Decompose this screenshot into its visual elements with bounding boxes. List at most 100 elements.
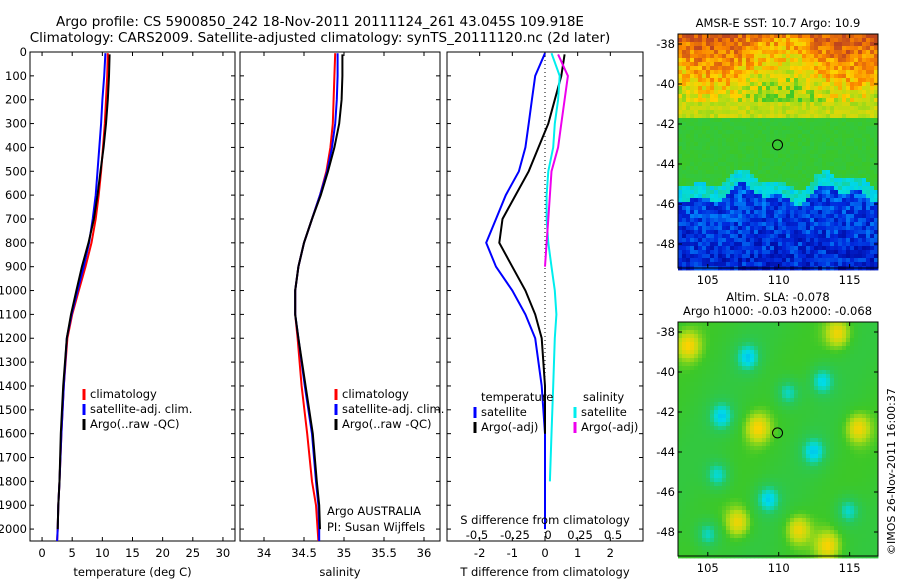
map-cell (790, 350, 795, 355)
map-cell (770, 374, 775, 379)
map-cell (686, 410, 691, 415)
map-cell (818, 182, 823, 187)
map-cell (818, 238, 823, 243)
map-cell (678, 386, 683, 391)
map-cell (702, 394, 707, 399)
map-cell (822, 254, 827, 259)
map-cell (710, 138, 715, 143)
map-cell (834, 210, 839, 215)
map-cell (726, 158, 731, 163)
map-cell (862, 454, 867, 459)
map-cell (730, 386, 735, 391)
map-cell (814, 154, 819, 159)
map-cell (710, 342, 715, 347)
map-cell (818, 406, 823, 411)
map-cell (710, 242, 715, 247)
map-cell (702, 94, 707, 99)
map-cell (774, 94, 779, 99)
map-cell (766, 190, 771, 195)
map-cell (722, 382, 727, 387)
map-cell (842, 334, 847, 339)
map-cell (846, 174, 851, 179)
map-cell (858, 78, 863, 83)
map-cell (850, 66, 855, 71)
map-cell (834, 78, 839, 83)
map-cell (738, 226, 743, 231)
map-cell (798, 66, 803, 71)
map-cell (854, 422, 859, 427)
map-cell (698, 134, 703, 139)
map-cell (874, 418, 879, 423)
map-cell (734, 158, 739, 163)
map-cell (810, 178, 815, 183)
map-cell (802, 346, 807, 351)
map-cell (730, 138, 735, 143)
map-cell (790, 86, 795, 91)
map-cell (786, 382, 791, 387)
map-cell (822, 146, 827, 151)
map-cell (698, 110, 703, 115)
map-cell (762, 58, 767, 63)
map-cell (862, 246, 867, 251)
map-cell (714, 198, 719, 203)
map-cell (866, 418, 871, 423)
map-cell (814, 206, 819, 211)
map-cell (790, 398, 795, 403)
map-cell (730, 370, 735, 375)
map-cell (698, 166, 703, 171)
map-cell (734, 210, 739, 215)
map-cell (734, 338, 739, 343)
map-cell (834, 350, 839, 355)
map-cell (682, 238, 687, 243)
map-cell (818, 398, 823, 403)
map-cell (782, 166, 787, 171)
map-cell (814, 94, 819, 99)
map-cell (770, 378, 775, 383)
map-cell (702, 114, 707, 119)
map-cell (814, 34, 819, 39)
map-cell (718, 34, 723, 39)
map-cell (870, 170, 875, 175)
map-cell (850, 422, 855, 427)
map-cell (838, 50, 843, 55)
map-cell (746, 70, 751, 75)
map-cell (798, 422, 803, 427)
map-cell (702, 214, 707, 219)
map-cell (862, 134, 867, 139)
map-cell (850, 38, 855, 43)
map-cell (734, 50, 739, 55)
map-cell (782, 346, 787, 351)
map-cell (714, 338, 719, 343)
map-cell (682, 378, 687, 383)
map-cell (762, 430, 767, 435)
map-cell (734, 414, 739, 419)
map-cell (706, 394, 711, 399)
map-cell (746, 174, 751, 179)
map-cell (778, 442, 783, 447)
map-cell (762, 146, 767, 151)
map-cell (734, 222, 739, 227)
map-cell (850, 234, 855, 239)
map-cell (698, 82, 703, 87)
map-cell (786, 214, 791, 219)
map-cell (794, 398, 799, 403)
map-cell (834, 70, 839, 75)
map-cell (814, 366, 819, 371)
map-cell (766, 74, 771, 79)
map-cell (694, 90, 699, 95)
map-cell (698, 338, 703, 343)
map-cell (770, 42, 775, 47)
map-cell (802, 362, 807, 367)
map-cell (786, 62, 791, 67)
map-cell (694, 402, 699, 407)
map-cell (814, 174, 819, 179)
map-cell (746, 138, 751, 143)
map-cell (806, 82, 811, 87)
map-cell (754, 438, 759, 443)
map-cell (806, 142, 811, 147)
map-cell (758, 426, 763, 431)
map-cell (858, 222, 863, 227)
map-cell (770, 226, 775, 231)
map-cell (778, 86, 783, 91)
map-cell (770, 422, 775, 427)
